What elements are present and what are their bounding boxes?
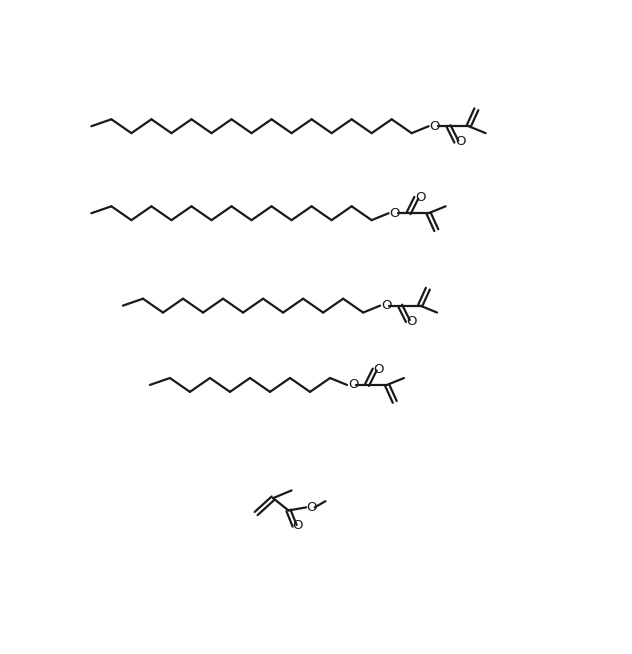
Text: O: O (381, 299, 391, 312)
Text: O: O (293, 519, 303, 532)
Text: O: O (415, 192, 425, 204)
Text: O: O (348, 379, 358, 392)
Text: O: O (307, 501, 317, 514)
Text: O: O (389, 207, 400, 220)
Text: O: O (406, 315, 417, 328)
Text: O: O (430, 120, 440, 133)
Text: O: O (374, 363, 384, 376)
Text: O: O (455, 135, 465, 148)
